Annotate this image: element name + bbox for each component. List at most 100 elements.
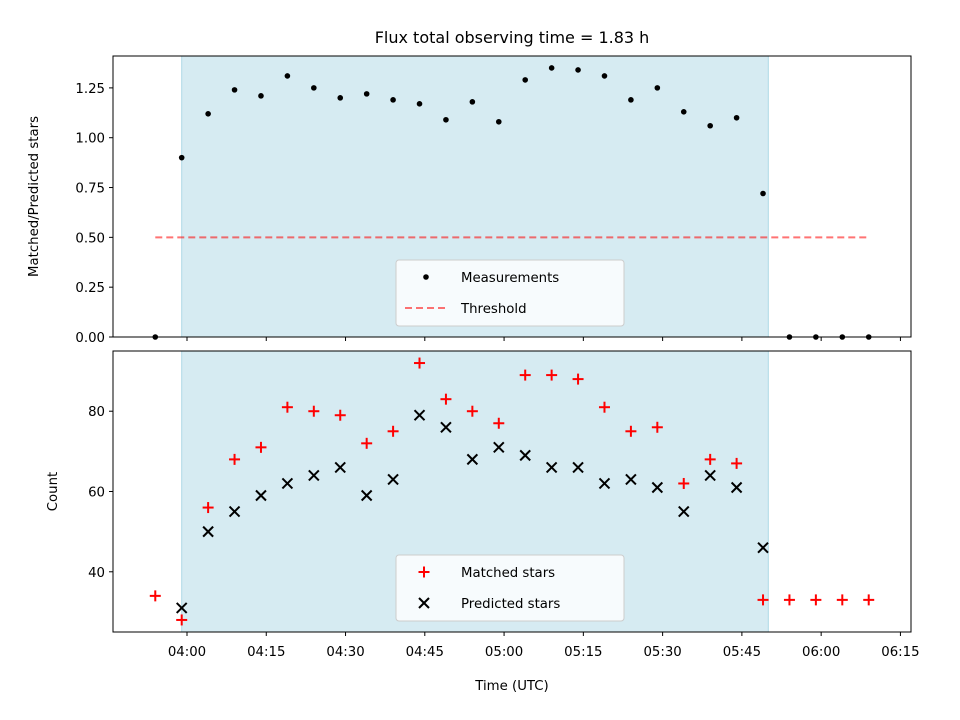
y-tick-label: 0.00 (75, 331, 105, 346)
predicted-star-point-stroke (334, 461, 346, 474)
measurement-point (258, 93, 264, 99)
measurements-legend-marker (423, 274, 429, 280)
predicted-star-point-stroke (519, 449, 531, 462)
measurement-point (548, 65, 555, 71)
ratio-y-axis-label: Matched/Predicted stars (27, 116, 42, 277)
predicted-star-point (387, 473, 399, 486)
predicted-star-point-stroke (625, 473, 637, 486)
predicted-star-point (202, 525, 214, 538)
predicted-star-point (334, 461, 346, 474)
measurement-point (601, 73, 608, 79)
matched-star-point (387, 425, 399, 437)
predicted-star-point (360, 489, 373, 502)
predicted-star-point (651, 481, 664, 494)
matched-star-point (836, 594, 848, 606)
count-y-axis-label: Count (46, 472, 61, 512)
count-y-ticks: 40 60 80 (88, 405, 113, 581)
y-tick-label: 0.50 (75, 231, 105, 246)
predicted-star-point (545, 461, 558, 474)
x-tick-label: 05:45 (723, 645, 761, 660)
x-tick-label: 05:30 (643, 645, 681, 660)
predicted-star-point (466, 453, 479, 466)
matched-star-point (176, 614, 188, 626)
predicted-stars-legend-label: Predicted stars (461, 597, 560, 612)
predicted-star-point-stroke (440, 421, 452, 433)
predicted-star-point-stroke (598, 477, 611, 490)
predicted-star-point (175, 602, 188, 614)
matched-star-point (493, 417, 505, 429)
predicted-star-point (704, 469, 716, 482)
x-tick-label: 04:00 (168, 645, 206, 660)
x-tick-label: 04:30 (326, 645, 364, 660)
count-legend-box (395, 554, 625, 622)
predicted-star-point (413, 409, 426, 421)
ratio-axes-frame (112, 55, 912, 338)
matched-star-point (651, 421, 663, 433)
matched-star-point (440, 393, 452, 405)
predicted-stars-legend-glyph-stroke (418, 597, 430, 609)
measurement-point (733, 114, 740, 121)
ratio-panel: 0.00 0.25 0.50 0.75 1.00 1.25 Flux total obse… (27, 28, 912, 346)
predicted-star-point-stroke (281, 477, 294, 490)
y-tick-label: 60 (88, 486, 105, 501)
measurement-point (495, 118, 502, 125)
predicted-star-point (598, 477, 611, 490)
predicted-star-point (308, 469, 320, 482)
y-tick-label: 80 (88, 405, 105, 420)
predicted-star-point-stroke (202, 525, 214, 538)
measurement-point (363, 91, 370, 97)
measurement-point (178, 154, 185, 161)
predicted-star-point-stroke (704, 469, 716, 482)
predicted-star-point-stroke (757, 541, 769, 554)
matched-star-point (704, 453, 716, 465)
predicted-star-point (757, 541, 769, 554)
matched-star-point (783, 594, 795, 606)
matched-star-point (281, 401, 293, 413)
matched-star-point (678, 477, 690, 489)
matched-star-point (334, 409, 346, 421)
matched-star-point (414, 357, 426, 369)
predicted-star-point-stroke (651, 481, 664, 494)
matched-star-point (229, 453, 241, 465)
predicted-star-point-stroke (545, 461, 558, 474)
predicted-star-point-stroke (175, 602, 188, 614)
matched-star-point (361, 437, 373, 449)
measurement-point (680, 109, 687, 115)
x-axis-label: Time (UTC) (474, 679, 549, 694)
y-tick-label: 0.25 (75, 281, 105, 296)
matched-star-point (572, 373, 584, 385)
y-tick-label: 40 (88, 566, 105, 581)
y-tick-label: 1.00 (75, 132, 105, 147)
measurement-point (390, 97, 396, 103)
predicted-star-point (228, 505, 241, 518)
predicted-star-point-stroke (360, 489, 373, 502)
measurements-legend-label: Measurements (461, 271, 559, 286)
x-tick-label: 04:45 (406, 645, 444, 660)
predicted-star-point-stroke (678, 505, 690, 518)
measurement-point (443, 116, 449, 123)
count-marks (149, 357, 875, 626)
measurement-point (205, 110, 211, 117)
measurement-point (416, 101, 423, 107)
matched-star-point (863, 594, 875, 606)
predicted-star-point (440, 421, 452, 433)
x-tick-label: 05:15 (564, 645, 602, 660)
ratio-marks (152, 65, 872, 340)
ratio-x-ticks (186, 337, 901, 341)
matched-stars-legend-marker (418, 566, 430, 578)
predicted-star-point-stroke (730, 481, 743, 494)
predicted-star-point (281, 477, 294, 490)
matched-star-point (598, 401, 610, 413)
predicted-stars-legend-marker (418, 597, 430, 609)
matched-star-point (466, 405, 478, 417)
x-tick-label: 06:15 (881, 645, 919, 660)
predicted-star-point (493, 441, 505, 454)
matched-star-point (546, 369, 558, 381)
matched-stars-legend-label: Matched stars (461, 566, 555, 581)
predicted-star-point (255, 489, 267, 502)
predicted-stars-legend-glyph (418, 597, 430, 609)
measurement-point (628, 97, 634, 103)
chart-title: Flux total observing time = 1.83 h (375, 28, 650, 47)
count-panel: 40 60 80 04:00 04:15 04:30 04:45 05:00 05:15 05:… (46, 350, 920, 694)
matched-stars-legend-glyph (418, 566, 430, 578)
